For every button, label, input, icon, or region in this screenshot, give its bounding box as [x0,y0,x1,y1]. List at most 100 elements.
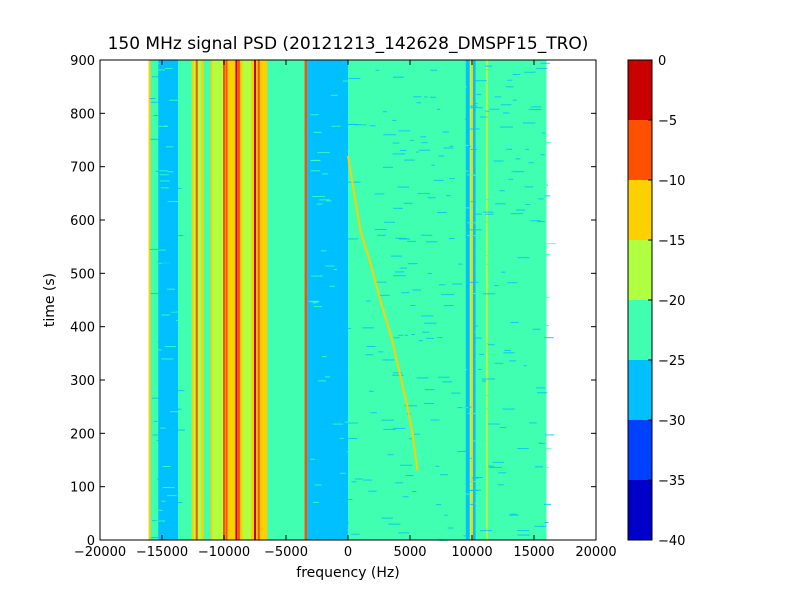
heatmap-speckle [424,322,437,324]
heatmap-speckle [403,202,413,204]
heatmap-speckle [164,125,168,127]
heatmap-speckle [440,253,445,255]
heatmap-speckle [337,287,346,289]
heatmap-speckle [334,326,348,328]
heatmap-line [201,60,204,540]
heatmap-speckle [158,125,169,127]
y-tick-label: 0 [87,534,95,549]
heatmap-speckle [382,111,388,113]
heatmap-speckle [422,111,426,113]
heatmap-speckle [469,503,476,505]
heatmap-speckle [467,146,472,148]
heatmap-speckle [370,412,377,414]
heatmap-speckle [420,260,434,262]
heatmap-speckle [310,160,320,162]
heatmap-speckle [532,328,541,330]
heatmap-speckle [392,153,406,155]
heatmap-speckle [494,96,502,98]
heatmap-speckle [162,487,175,489]
heatmap-speckle [394,271,405,273]
heatmap-speckle [151,76,163,78]
heatmap-speckle [362,538,370,540]
heatmap-speckle [534,525,547,527]
heatmap-speckle [346,238,359,240]
heatmap-speckle [354,339,368,341]
heatmap-speckle [437,229,446,231]
heatmap-band [225,60,243,540]
heatmap-speckle [373,514,385,516]
heatmap-line [261,60,264,540]
heatmap-speckle [351,400,362,402]
heatmap-speckle [401,120,411,122]
heatmap-speckle [540,62,550,64]
heatmap-speckle [510,213,524,215]
heatmap-band [286,60,305,540]
heatmap-speckle [309,104,321,106]
colorbar-segment [628,360,652,420]
heatmap-speckle [535,185,549,187]
heatmap-speckle [524,186,534,188]
heatmap-speckle [442,131,449,133]
heatmap-speckle [528,172,536,174]
heatmap-speckle [495,99,501,101]
heatmap-speckle [311,88,317,90]
heatmap-speckle [160,187,170,189]
heatmap-speckle [351,533,360,535]
heatmap-speckle [479,353,485,355]
heatmap-speckle [347,150,353,152]
heatmap-speckle [431,164,436,166]
heatmap-speckle [344,421,355,423]
heatmap-speckle [497,484,504,486]
heatmap-speckle [531,198,541,200]
heatmap-speckle [544,434,555,436]
heatmap-speckle [504,483,513,485]
y-tick-label: 500 [70,267,95,282]
heatmap-speckle [365,354,374,356]
heatmap-speckle [516,166,527,168]
heatmap-speckle [437,376,450,378]
heatmap-speckle [494,285,499,287]
heatmap-speckle [176,235,184,237]
heatmap-speckle [167,495,177,497]
heatmap-speckle [469,128,480,130]
heatmap-speckle [150,293,159,295]
colorbar-segment [628,240,652,300]
heatmap-speckle [510,513,517,515]
heatmap-speckle [320,250,327,252]
heatmap-speckle [522,122,536,124]
heatmap-speckle [321,356,327,358]
heatmap-speckle [404,405,418,407]
heatmap-band [242,60,252,540]
heatmap-line [235,60,238,540]
colorbar-segment [628,420,652,480]
heatmap-speckle [310,114,319,116]
heatmap-speckle [499,190,505,192]
heatmap-speckle [393,337,400,339]
heatmap-speckle [420,170,425,172]
heatmap-speckle [313,131,322,133]
heatmap-speckle [444,514,448,516]
heatmap-speckle [424,96,428,98]
heatmap-speckle [452,286,465,288]
heatmap-speckle [443,147,454,149]
heatmap-speckle [401,482,412,484]
heatmap-speckle [502,463,509,465]
heatmap-speckle [531,207,544,209]
heatmap-speckle [440,347,446,349]
heatmap-speckle [463,207,473,209]
heatmap-speckle [404,356,416,358]
heatmap-speckle [395,507,403,509]
heatmap-speckle [537,221,545,223]
heatmap-speckle [413,450,426,452]
heatmap-speckle [173,429,185,431]
heatmap-speckle [492,492,501,494]
x-tick-label: 0 [344,545,352,560]
x-tick-label: −20000 [74,545,126,560]
heatmap-speckle [366,425,375,427]
heatmap-speckle [396,187,403,189]
colorbar-tick-label: −5 [658,114,677,129]
heatmap-speckle [364,442,375,444]
colorbar-segment [628,60,652,120]
heatmap-speckle [151,146,157,148]
heatmap-speckle [528,108,542,110]
